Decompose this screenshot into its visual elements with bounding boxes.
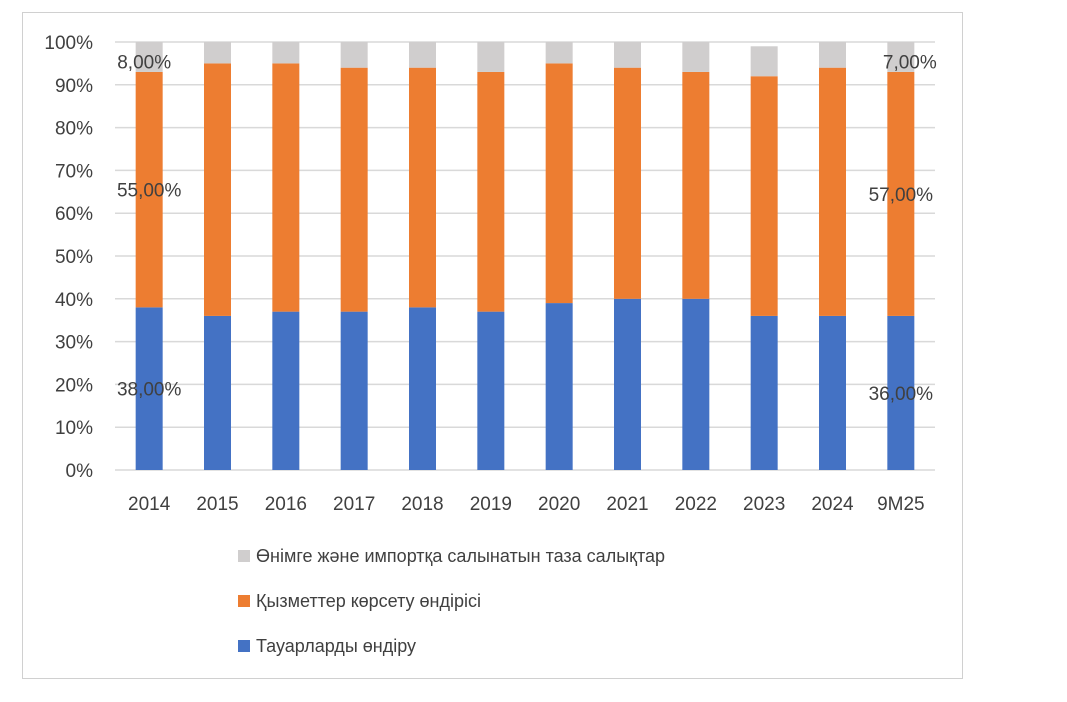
bar-segment [477, 311, 505, 470]
bar-segment [340, 67, 368, 312]
y-tick-label: 70% [55, 161, 93, 182]
bar-segment [477, 71, 505, 312]
x-tick-label: 2019 [470, 494, 512, 515]
bar-segment [545, 63, 573, 304]
bar-segment [340, 311, 368, 470]
x-tick-label: 2016 [265, 494, 307, 515]
bar-segment [204, 315, 231, 470]
data-label: 8,00% [117, 52, 171, 73]
x-tick-label: 9M25 [877, 494, 925, 515]
y-tick-label: 20% [55, 375, 93, 396]
bar-segment [135, 42, 163, 72]
y-tick-label: 50% [55, 247, 93, 268]
x-tick-label: 2024 [811, 494, 854, 515]
bar-segment [614, 298, 641, 470]
bar-segment [409, 67, 436, 308]
bar-segment [887, 71, 915, 316]
legend-swatch [238, 640, 250, 652]
x-tick-label: 2015 [196, 494, 238, 515]
x-tick-label: 2017 [333, 494, 375, 515]
bar-segment [750, 76, 778, 316]
x-tick-label: 2018 [401, 494, 443, 515]
y-tick-label: 10% [55, 418, 93, 439]
bar-segment [750, 46, 778, 77]
y-tick-label: 30% [55, 333, 93, 354]
data-label: 55,00% [117, 181, 182, 202]
x-tick-label: 2023 [743, 494, 785, 515]
bar-segment [340, 42, 368, 68]
bar-segment [204, 42, 231, 64]
bar-segment [682, 298, 710, 470]
data-label: 38,00% [117, 380, 182, 401]
y-tick-label: 100% [44, 33, 93, 54]
bar-segment [204, 63, 231, 316]
bar-segment [887, 42, 915, 72]
y-tick-label: 40% [55, 290, 93, 311]
bar-segment [272, 42, 300, 64]
legend-swatch [238, 550, 250, 562]
y-tick-label: 0% [66, 461, 94, 482]
x-tick-label: 2022 [675, 494, 717, 515]
bar-segment [614, 67, 641, 299]
x-tick-label: 2020 [538, 494, 580, 515]
bar-segment [545, 303, 573, 470]
x-tick-label: 2014 [128, 494, 171, 515]
legend-label: Тауарларды өндіру [256, 636, 416, 656]
data-label: 57,00% [869, 185, 934, 206]
bar-segment [819, 42, 846, 68]
bar-segment [409, 307, 436, 470]
bar-segment [819, 315, 846, 470]
legend-swatch [238, 595, 250, 607]
bar-segment [409, 42, 436, 68]
bar-segment [272, 311, 300, 470]
bar-segment [682, 71, 710, 299]
y-tick-label: 80% [55, 119, 93, 140]
legend-label: Өнімге және импортқа салынатын таза салы… [256, 546, 665, 566]
bar-segment [477, 42, 505, 72]
x-tick-label: 2021 [606, 494, 648, 515]
bar-segment [135, 71, 163, 308]
bar-segment [545, 42, 573, 64]
y-tick-label: 60% [55, 204, 93, 225]
bar-segment [272, 63, 300, 312]
data-label: 36,00% [869, 384, 934, 405]
data-label: 7,00% [883, 52, 937, 73]
bar-segment [887, 315, 915, 470]
legend-label: Қызметтер көрсету өндірісі [256, 591, 481, 611]
chart-frame [22, 12, 963, 679]
y-tick-label: 90% [55, 76, 93, 97]
bar-segment [819, 67, 846, 316]
bar-segment [750, 315, 778, 470]
bar-segment [135, 307, 163, 470]
bar-segment [682, 42, 710, 72]
bar-segment [614, 42, 641, 68]
